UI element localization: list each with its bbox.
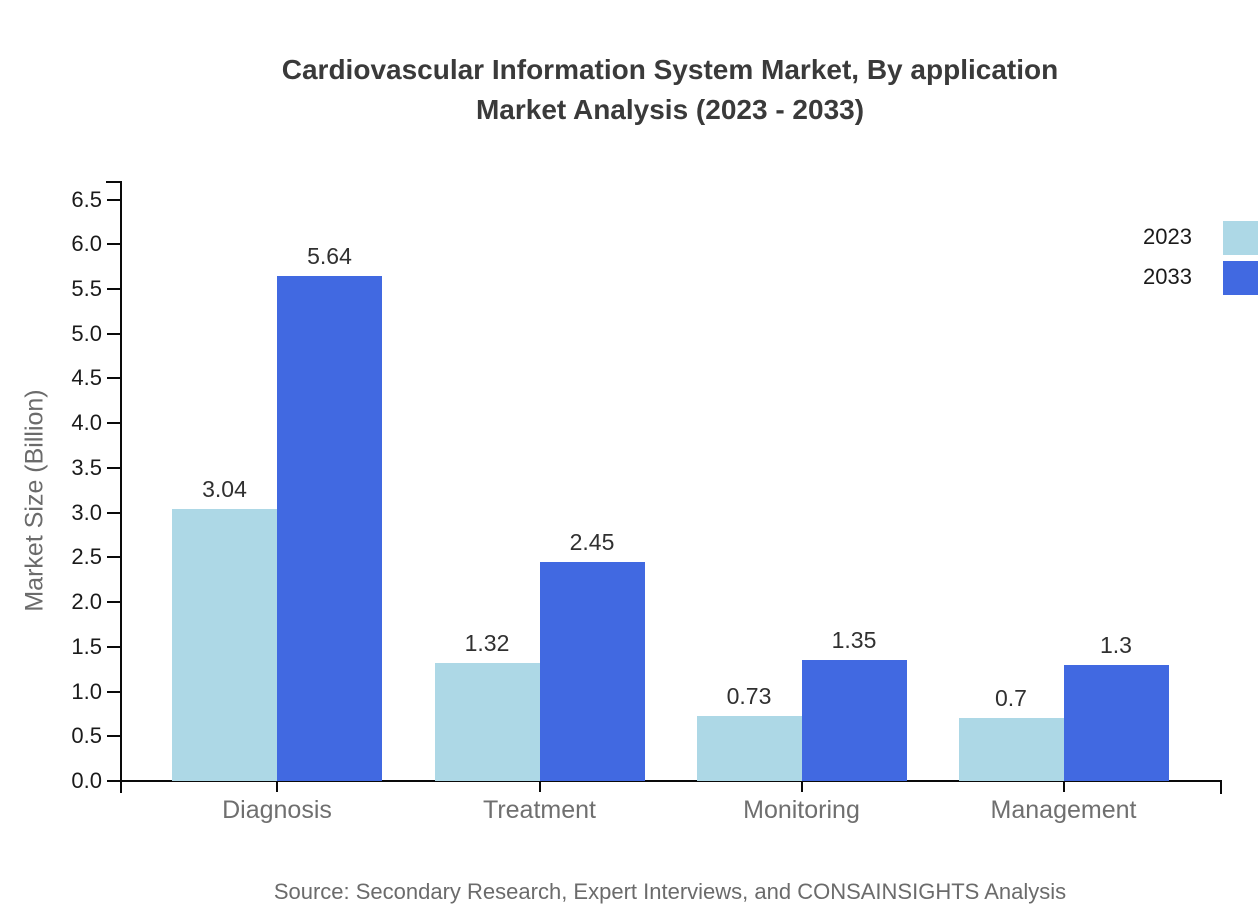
y-tick-label: 4.0 <box>71 410 102 436</box>
y-tick-mark <box>107 377 120 380</box>
legend-label-2023: 2023 <box>1143 224 1192 249</box>
y-tick-mark <box>107 198 120 201</box>
y-tick-label: 6.5 <box>71 186 102 212</box>
x-axis-line <box>120 780 1222 782</box>
bar-2033-monitoring <box>801 660 907 781</box>
y-tick-label: 5.0 <box>71 320 102 346</box>
y-tick-mark <box>107 511 120 514</box>
bar-2023-management <box>958 718 1064 781</box>
bar-2033-treatment <box>539 561 645 781</box>
y-tick-mark <box>107 735 120 738</box>
x-tick-mark <box>538 782 541 792</box>
x-category-label: Management <box>990 796 1137 824</box>
y-tick-label: 6.0 <box>71 231 102 257</box>
legend-swatch-2023 <box>1223 221 1258 255</box>
y-tick-mark <box>107 645 120 648</box>
bar-value-label: 0.7 <box>995 685 1027 712</box>
y-tick-label: 2.0 <box>71 589 102 615</box>
chart-title-line1: Cardiovascular Information System Market… <box>281 54 1059 85</box>
y-tick-label: 2.5 <box>71 544 102 570</box>
x-category-label: Diagnosis <box>222 796 332 824</box>
x-category-label: Treatment <box>482 796 596 824</box>
y-tick-mark <box>107 332 120 335</box>
y-tick-label: 3.0 <box>71 499 102 525</box>
legend-swatch-2033 <box>1223 260 1258 295</box>
bar-value-label: 5.64 <box>307 243 352 270</box>
y-tick-mark <box>107 422 120 425</box>
bar-value-label: 2.45 <box>569 528 615 555</box>
bar-2023-diagnosis <box>172 509 277 781</box>
y-tick-mark <box>107 556 120 559</box>
y-tick-label: 0.0 <box>71 768 102 793</box>
y-tick-mark <box>107 466 120 469</box>
bar-value-label: 1.32 <box>464 629 510 656</box>
y-tick-label: 5.5 <box>71 275 102 301</box>
x-tick-mark <box>276 782 278 792</box>
x-axis-end-cap-icon <box>1220 782 1222 794</box>
bar-2023-treatment <box>434 662 540 781</box>
y-tick-mark <box>107 287 120 290</box>
y-tick-mark <box>107 243 120 246</box>
bar-value-label: 1.3 <box>1100 631 1132 658</box>
y-tick-mark <box>107 601 120 604</box>
bar-value-label: 1.35 <box>831 627 877 654</box>
y-axis-end-cap-icon <box>106 181 120 183</box>
source-note: Source: Secondary Research, Expert Inter… <box>273 879 1067 904</box>
bar-2023-monitoring <box>696 715 802 781</box>
y-tick-label: 4.5 <box>71 365 102 391</box>
y-axis-line <box>120 181 122 793</box>
bar-2033-diagnosis <box>277 276 382 781</box>
x-tick-mark <box>1062 782 1065 792</box>
y-tick-mark <box>107 780 120 782</box>
x-category-label: Monitoring <box>743 796 860 824</box>
bar-2033-management <box>1063 664 1169 781</box>
y-tick-label: 1.5 <box>71 633 102 659</box>
y-tick-mark <box>107 690 120 693</box>
chart-title-line2: Market Analysis (2023 - 2033) <box>475 94 865 125</box>
y-tick-label: 0.5 <box>71 723 102 749</box>
chart-title: Cardiovascular Information System Market… <box>80 50 1260 130</box>
x-tick-mark <box>800 782 803 792</box>
bar-value-label: 0.73 <box>726 682 772 709</box>
y-tick-label: 3.5 <box>71 454 102 480</box>
bar-value-label: 3.04 <box>202 476 247 503</box>
y-tick-label: 1.0 <box>71 678 102 704</box>
legend-label-2033: 2033 <box>1143 263 1192 289</box>
